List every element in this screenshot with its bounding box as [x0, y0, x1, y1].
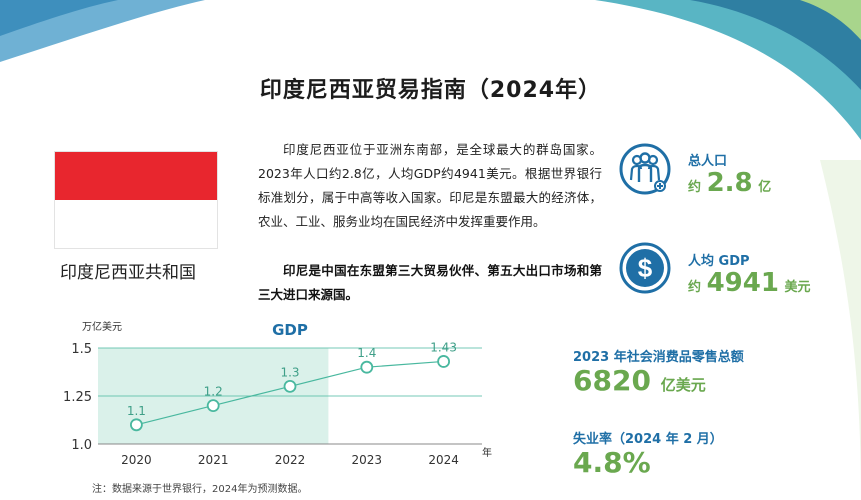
gdp-per-capita-value-line: 约 4941 美元 [688, 268, 811, 298]
unemployment-value: 4.8% [573, 446, 651, 479]
top-left-wave-dark [0, 0, 118, 36]
population-prefix: 约 [688, 180, 702, 195]
retail-sales-unit: 亿美元 [660, 376, 706, 394]
retail-sales-value: 6820 [573, 364, 651, 397]
gdp-point [360, 360, 374, 374]
gdp-point [283, 380, 297, 393]
country-name: 印度尼西亚共和国 [60, 263, 196, 283]
data-source-note: 注：数据来源于世界银行，2024年为预测数据。 [92, 484, 308, 495]
gdp-per-capita-label: 人均 GDP [688, 254, 750, 269]
top-right-wave-dark [690, 0, 861, 90]
y-tick-label: 1.25 [63, 390, 92, 405]
retail-sales-label: 2023 年社会消费品零售总额 [573, 350, 744, 365]
indonesia-flag [54, 151, 218, 249]
population-unit: 亿 [758, 180, 772, 195]
flag-white-band [55, 200, 217, 248]
x-tick-label: 2024 [428, 453, 459, 467]
y-tick-label: 1.5 [71, 342, 92, 357]
y-tick-label: 1.0 [71, 438, 92, 453]
chart-axes: 1.0 1.25 1.5 2020 2021 2022 2023 2024 [63, 342, 482, 467]
unemployment-label: 失业率（2024 年 2 月） [573, 432, 723, 447]
top-right-wave-green [800, 0, 861, 40]
svg-text:$: $ [638, 253, 653, 283]
gdp-data-label: 1.1 [127, 404, 146, 418]
retail-sales-line: 6820 亿美元 [573, 364, 706, 397]
gdp-data-label: 1.43 [430, 340, 457, 354]
gdp-point [206, 399, 220, 412]
gdp-point [437, 355, 451, 368]
x-tick-label: 2020 [121, 453, 152, 467]
dollar-icon: $ [619, 242, 671, 294]
x-tick-label: 2022 [275, 453, 306, 467]
gdp-per-capita-prefix: 约 [688, 280, 702, 295]
population-label: 总人口 [688, 154, 728, 169]
population-value-line: 约 2.8 亿 [688, 168, 771, 198]
x-tick-label: 2021 [198, 453, 229, 467]
population-value: 2.8 [706, 168, 753, 198]
gdp-data-label: 1.4 [357, 346, 376, 360]
gdp-per-capita-unit: 美元 [784, 280, 811, 295]
right-edge-tint [820, 160, 861, 500]
gdp-data-label: 1.3 [280, 365, 299, 379]
people-icon [619, 143, 671, 195]
chart-title: GDP [272, 321, 308, 339]
flag-red-band [55, 152, 217, 200]
chart-labels: 1.1 1.2 1.3 1.4 1.43 [127, 340, 457, 417]
x-tick-label: 2023 [352, 453, 383, 467]
gdp-per-capita-value: 4941 [706, 268, 779, 298]
gdp-data-label: 1.2 [204, 385, 223, 399]
chart-x-axis-label: 年 [482, 446, 492, 459]
page-title: 印度尼西亚贸易指南（2024年） [259, 78, 602, 103]
gdp-chart: 1.0 1.25 1.5 2020 2021 2022 2023 2024 1.1 1.2 1.3… [63, 320, 492, 467]
intro-paragraph: 印度尼西亚位于亚洲东南部，是全球最大的群岛国家。2023年人口约2.8亿，人均G… [258, 142, 602, 229]
trade-highlight: 印尼是中国在东盟第三大贸易伙伴、第五大出口市场和第三大进口来源国。 [258, 263, 602, 302]
chart-y-axis-label: 万亿美元 [82, 320, 122, 333]
gdp-point [130, 418, 143, 432]
chart-points [130, 355, 451, 432]
